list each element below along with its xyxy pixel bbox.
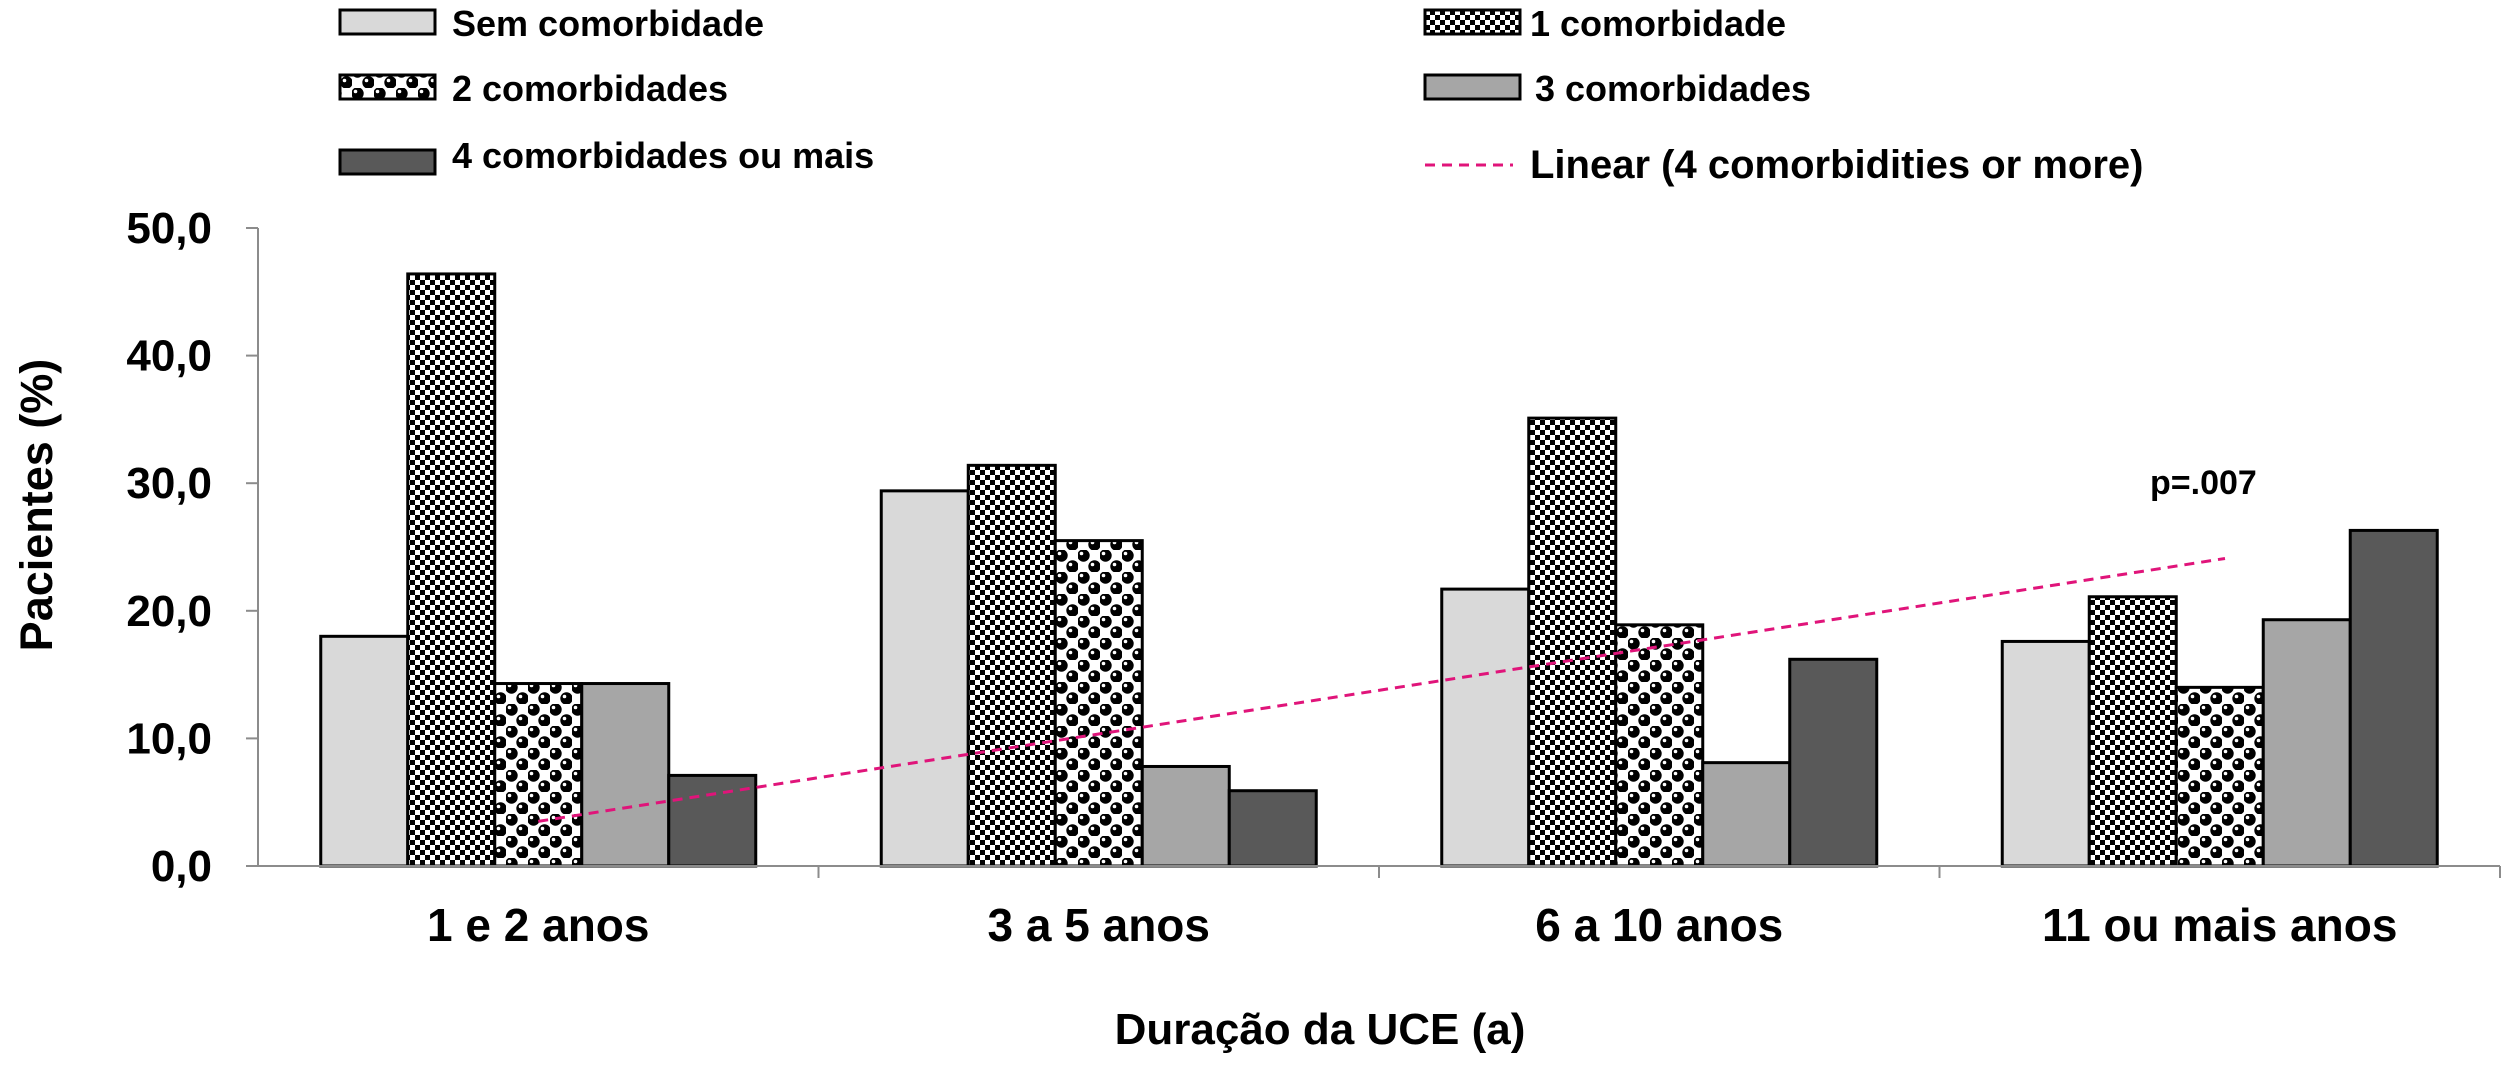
legend-swatch-5: [338, 148, 437, 176]
y-axis-ticks: 50,0 40,0 30,0 20,0 10,0 0,0: [126, 204, 258, 891]
bar-4-3: [1701, 761, 1792, 868]
legend-label-1: Sem comorbidade: [452, 3, 764, 44]
bar-2-4: [2087, 595, 2178, 868]
legend-label-4: 3 comorbidades: [1535, 68, 1811, 109]
y-tick-label: 30,0: [126, 459, 212, 508]
bar-4-4: [2261, 618, 2352, 868]
y-tick-label: 50,0: [126, 204, 212, 253]
y-axis-title: Pacientes (%): [11, 359, 62, 652]
legend-swatch-3: [338, 73, 437, 101]
bar-4-1: [580, 682, 671, 868]
bars: [319, 272, 2439, 868]
bar-5-4: [2348, 528, 2439, 868]
bar-3-4: [2174, 685, 2265, 868]
trendline: [538, 557, 2226, 823]
legend-label-5: 4 comorbidades ou mais: [452, 135, 874, 176]
legend-swatch-2: [1423, 8, 1522, 36]
p-value-annotation: p=.007: [2150, 464, 2257, 502]
legend: Sem comorbidade 1 comorbidade 2 comorbidad…: [338, 3, 2143, 187]
bar-2-2: [966, 463, 1057, 868]
bar-1-4: [2000, 639, 2091, 868]
axes: [257, 228, 2501, 878]
y-tick-label: 0,0: [151, 842, 212, 891]
legend-label-trendline: Linear (4 comorbidities or more): [1530, 143, 2143, 187]
bar-3-1: [493, 682, 584, 868]
bar-1-3: [1440, 587, 1531, 868]
bar-2-1: [406, 272, 497, 868]
bar-1-2: [879, 489, 970, 868]
y-tick-label: 20,0: [126, 587, 212, 636]
bar-3-2: [1053, 539, 1144, 868]
legend-swatch-1: [338, 8, 437, 36]
y-tick-label: 40,0: [126, 332, 212, 381]
bar-1-1: [319, 634, 410, 868]
y-tick-label: 10,0: [126, 714, 212, 763]
x-axis-ticks: 1 e 2 anos 3 a 5 anos 6 a 10 anos 11 ou mai…: [427, 899, 2397, 951]
bar-3-3: [1614, 623, 1705, 868]
x-tick-label: 11 ou mais anos: [2042, 899, 2397, 951]
bar-2-3: [1527, 416, 1618, 868]
legend-label-2: 1 comorbidade: [1530, 3, 1786, 44]
legend-swatch-4: [1423, 73, 1522, 101]
x-tick-label: 3 a 5 anos: [988, 899, 1210, 951]
x-tick-label: 6 a 10 anos: [1535, 899, 1783, 951]
x-axis-title: Duração da UCE (a): [1115, 1005, 1526, 1054]
x-tick-label: 1 e 2 anos: [427, 899, 649, 951]
legend-label-3: 2 comorbidades: [452, 68, 728, 109]
trendline-layer: [538, 557, 2226, 823]
bar-4-2: [1140, 764, 1231, 868]
bar-5-2: [1227, 789, 1318, 868]
bar-5-3: [1788, 657, 1879, 868]
